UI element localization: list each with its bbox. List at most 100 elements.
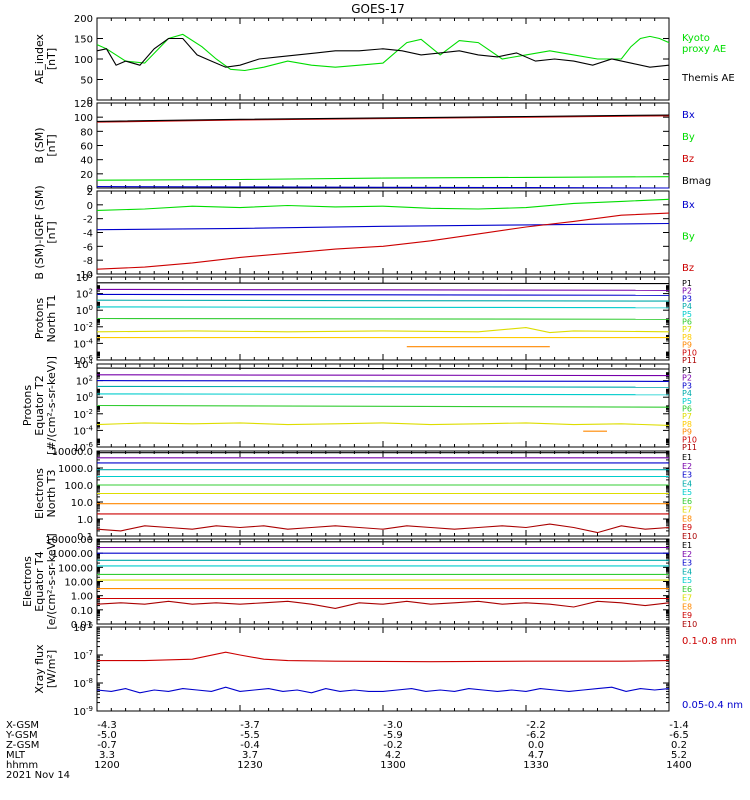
series-p3 <box>96 380 670 382</box>
y-tick-label: 80 <box>80 127 93 138</box>
legend-entry: E8 <box>682 514 692 523</box>
y-tick-label: 104 <box>76 271 94 284</box>
legend-entry: E1 <box>682 453 692 462</box>
footer-value: -2.2 <box>526 720 546 731</box>
legend-entry: E2 <box>682 462 692 471</box>
y-axis-label: ProtonsEquator T2[#/(cm²-s-sr-keV)] <box>21 356 58 455</box>
y-tick-label: 10-2 <box>73 408 93 421</box>
figure-title: GOES-17 <box>351 2 405 16</box>
legend-entry: P11 <box>682 443 697 452</box>
y-tick-label: -10 <box>77 270 93 281</box>
footer-value: 3.3 <box>99 750 115 761</box>
legend-entry: P1 <box>682 366 692 375</box>
y-tick-label: 10.0 <box>71 498 93 509</box>
y-tick-label: 0.1 <box>77 532 93 543</box>
legend-entry: P6 <box>682 405 692 414</box>
legend-entry: P10 <box>682 435 697 444</box>
legend-entry: E9 <box>682 523 692 532</box>
footer-value: -5.9 <box>383 730 403 741</box>
legend-entry: proxy AE <box>682 44 726 55</box>
legend-entry: E7 <box>682 594 692 603</box>
footer-value: -3.7 <box>240 720 260 731</box>
y-tick-label: 100.00 <box>58 563 93 574</box>
series-p6 <box>96 404 670 408</box>
footer-date: 2021 Nov 14 <box>6 770 70 781</box>
y-tick-label: 100.0 <box>64 481 93 492</box>
legend-entry: 0.1-0.8 nm <box>682 636 737 647</box>
y-tick-label: 102 <box>76 288 93 301</box>
series-by <box>96 176 670 181</box>
series-bx <box>96 222 670 231</box>
y-tick-label: 10-6 <box>73 354 93 367</box>
footer-value: 1330 <box>523 760 548 771</box>
series-p7 <box>96 327 670 334</box>
y-tick-label: 10-6 <box>73 621 93 634</box>
y-tick-label: 1000.00 <box>52 549 93 560</box>
legend-entry: Bmag <box>682 176 711 187</box>
y-tick-label: 0.10 <box>71 606 93 617</box>
series-p1 <box>96 282 670 285</box>
series-themis-ae <box>96 37 670 68</box>
legend-entry: P5 <box>682 397 692 406</box>
series-bx <box>96 186 670 189</box>
y-tick-label: 200 <box>74 14 93 25</box>
legend-entry: E10 <box>682 532 697 541</box>
footer-value: 1400 <box>666 760 691 771</box>
footer-row-label: hhmm <box>6 760 38 771</box>
y-axis-label: B (SM)[nT] <box>33 127 58 163</box>
footer-value: -4.3 <box>97 720 117 731</box>
footer-row-label: MLT <box>6 750 26 761</box>
series-bmag <box>96 114 670 122</box>
footer-value: 4.7 <box>528 750 544 761</box>
legend-entry: P5 <box>682 310 692 319</box>
y-axis-label: ProtonsNorth T1 <box>33 295 58 343</box>
series-p2 <box>96 374 670 377</box>
y-tick-label: -6 <box>83 242 93 253</box>
y-tick-label: 10-4 <box>73 337 93 350</box>
y-tick-label: 10-7 <box>73 649 93 662</box>
series-p4 <box>96 385 670 388</box>
footer-ephemeris: X-GSM -4.3 -3.7 -3.0 -2.2 -1.4 Y-GSM -5.0 -5.5 -5… <box>5 720 692 781</box>
footer-value: 5.2 <box>671 750 687 761</box>
footer-row-label: Y-GSM <box>5 730 38 741</box>
y-axis-label: B (SM)-IGRF (SM)[nT] <box>33 185 58 279</box>
series-p5 <box>96 306 670 309</box>
y-axis-label: AE_index[nT] <box>33 33 58 84</box>
series-p4 <box>96 299 670 302</box>
legend-entry: E2 <box>682 550 692 559</box>
y-tick-label: 0 <box>87 96 93 107</box>
footer-value: -0.4 <box>240 740 260 751</box>
footer-row-label: X-GSM <box>6 720 39 731</box>
legend-entry: Themis AE <box>681 73 735 84</box>
y-tick-label: 100 <box>74 55 93 66</box>
legend-entry: E6 <box>682 497 692 506</box>
legend-entry: E4 <box>682 479 692 488</box>
y-tick-label: 10-6 <box>73 441 93 454</box>
y-tick-label: -2 <box>83 215 93 226</box>
panel-frame <box>96 17 670 101</box>
footer-value: -5.5 <box>240 730 260 741</box>
legend-entry: E10 <box>682 620 697 629</box>
legend-entry: E5 <box>682 576 692 585</box>
y-tick-label: 100 <box>76 391 93 404</box>
y-tick-label: 102 <box>76 375 93 388</box>
legend-entry: P3 <box>682 294 692 303</box>
y-tick-label: -8 <box>83 256 93 267</box>
legend-entry: P4 <box>682 302 692 311</box>
legend-entry: P1 <box>682 279 692 288</box>
series-by <box>96 198 670 211</box>
y-tick-label: 60 <box>80 142 93 153</box>
y-tick-label: -4 <box>83 229 93 240</box>
footer-value: -6.2 <box>526 730 546 741</box>
y-tick-label: 0 <box>87 201 93 212</box>
footer-value: 0.2 <box>671 740 687 751</box>
y-tick-label: 0.01 <box>71 620 93 631</box>
legend-entry: P6 <box>682 318 692 327</box>
legend-entry: E3 <box>682 559 692 568</box>
footer-value: -3.0 <box>383 720 403 731</box>
series-e10 <box>96 523 670 534</box>
legend-entry: P4 <box>682 389 692 398</box>
series-p6 <box>96 317 670 320</box>
